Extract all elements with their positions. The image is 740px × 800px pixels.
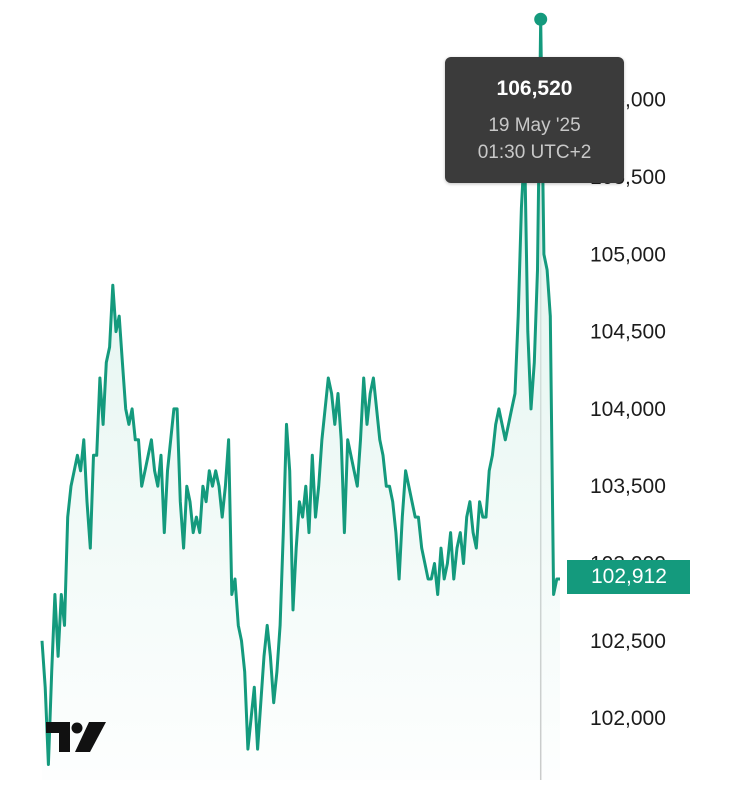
- tradingview-logo-icon: [46, 722, 106, 752]
- price-tooltip: 106,520 19 May '25 01:30 UTC+2: [445, 57, 624, 183]
- tooltip-time: 01:30 UTC+2: [477, 142, 592, 163]
- hover-point: [534, 12, 548, 26]
- y-tick-label: 105,000: [590, 243, 666, 266]
- y-tick-label: 102,000: [590, 707, 666, 730]
- current-price-badge: 102,912: [567, 560, 690, 595]
- y-tick-label: 103,500: [590, 475, 666, 498]
- tooltip-value: 106,520: [496, 77, 573, 100]
- series-line: [40, 17, 560, 766]
- y-axis: 102,000102,500103,000103,500104,000104,5…: [590, 89, 666, 731]
- series-area-fill: [42, 19, 560, 781]
- y-tick-label: 102,500: [590, 630, 666, 653]
- tooltip-date: 19 May '25: [488, 115, 581, 136]
- y-tick-label: 104,500: [590, 321, 666, 344]
- y-tick-label: 104,000: [590, 398, 666, 421]
